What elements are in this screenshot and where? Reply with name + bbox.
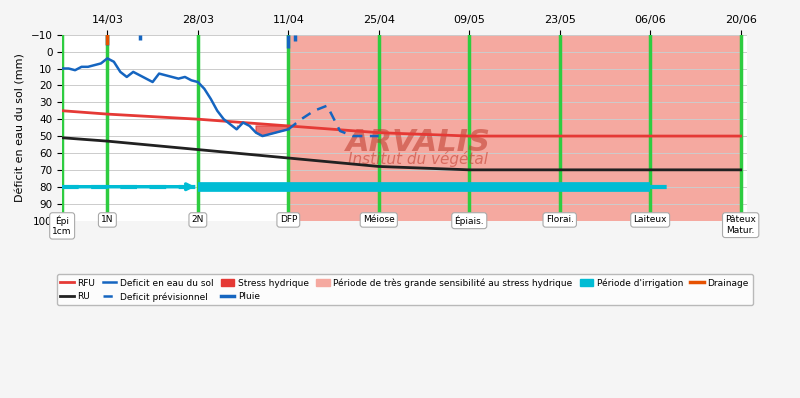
Text: DFP: DFP <box>280 215 297 224</box>
Text: 1N: 1N <box>101 215 114 224</box>
Y-axis label: Déficit en eau du sol (mm): Déficit en eau du sol (mm) <box>15 53 25 202</box>
Text: Épiais.: Épiais. <box>454 215 484 226</box>
Text: Méiose: Méiose <box>363 215 394 224</box>
Text: Institut du végétal: Institut du végétal <box>348 151 488 167</box>
Bar <box>288 35 741 220</box>
Text: 2N: 2N <box>192 215 204 224</box>
Text: Épi
1cm: Épi 1cm <box>53 215 72 236</box>
Text: Florai.: Florai. <box>546 215 574 224</box>
Text: ARVALIS: ARVALIS <box>346 128 491 157</box>
Text: Pâteux
Matur.: Pâteux Matur. <box>726 215 756 235</box>
Legend: RFU, RU, Deficit en eau du sol, Deficit prévisionnel, Stress hydrique, Pluie, Pé: RFU, RU, Deficit en eau du sol, Deficit … <box>57 275 753 305</box>
Text: Laiteux: Laiteux <box>634 215 667 224</box>
